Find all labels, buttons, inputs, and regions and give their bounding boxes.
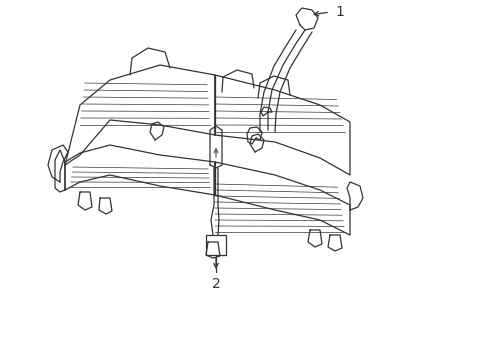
Text: 1: 1	[334, 5, 343, 19]
Text: 2: 2	[211, 277, 220, 291]
